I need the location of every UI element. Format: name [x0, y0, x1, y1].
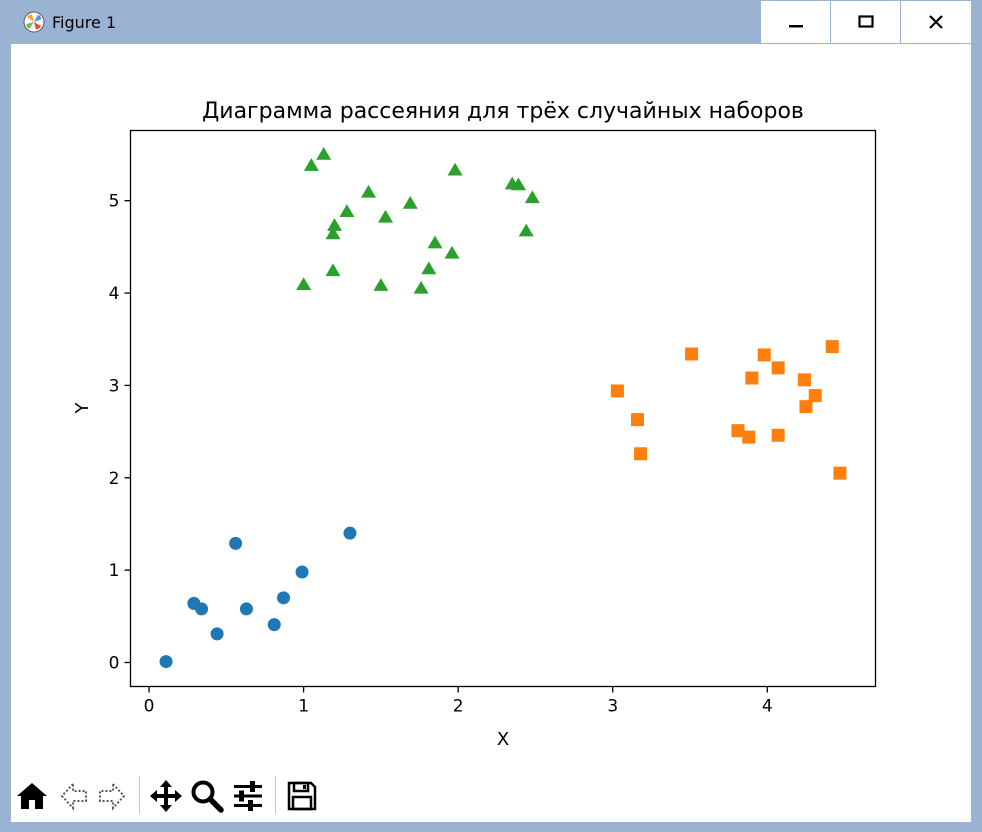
scatter-point-series-2 [757, 348, 771, 362]
x-axis-label: X [497, 729, 509, 750]
configure-subplots-icon [234, 781, 262, 811]
scatter-point-series-2 [771, 361, 785, 375]
scatter-point-series-1 [267, 618, 281, 632]
toolbar-separator [275, 776, 276, 814]
scatter-point-series-3 [303, 158, 319, 171]
scatter-point-series-2 [745, 371, 759, 385]
scatter-point-series-3 [378, 209, 394, 223]
navigation-toolbar [11, 770, 971, 820]
y-tick-label: 1 [109, 561, 120, 581]
minimize-button[interactable] [761, 1, 830, 43]
scatter-point-series-2 [797, 373, 811, 387]
scatter-point-series-3 [325, 263, 341, 277]
scatter-point-series-1 [229, 536, 243, 550]
home-icon [17, 783, 47, 809]
scatter-point-series-2 [808, 389, 822, 403]
scatter-point-series-2 [610, 384, 624, 398]
window-title: Figure 1 [52, 13, 117, 32]
zoom-icon [191, 780, 224, 813]
scatter-point-series-2 [634, 447, 648, 461]
matplotlib-logo-icon [23, 11, 45, 33]
zoom-button[interactable] [189, 778, 225, 814]
scatter-point-series-3 [339, 204, 355, 218]
back-arrow-icon [60, 781, 87, 811]
scatter-point-series-1 [239, 602, 253, 616]
y-tick-label: 0 [109, 653, 120, 673]
scatter-point-series-2 [742, 430, 756, 444]
scatter-point-series-2 [825, 340, 839, 354]
y-axis-label: Y [72, 402, 93, 415]
forward-arrow-icon [99, 781, 126, 811]
pan-icon [150, 780, 182, 812]
home-button[interactable] [14, 778, 50, 814]
y-tick-label: 5 [109, 192, 120, 212]
scatter-point-series-3 [327, 218, 343, 231]
y-tick-label: 3 [109, 376, 120, 396]
minimize-icon [788, 25, 803, 28]
forward-button[interactable] [94, 778, 130, 814]
scatter-point-series-3 [444, 245, 460, 259]
close-button[interactable] [901, 1, 971, 43]
x-tick-label: 0 [144, 697, 155, 717]
title-bar[interactable]: Figure 1 [0, 0, 982, 44]
scatter-point-series-1 [277, 591, 291, 605]
x-tick-label: 4 [762, 697, 773, 717]
scatter-point-series-3 [316, 147, 332, 160]
scatter-point-series-1 [295, 565, 309, 579]
scatter-point-series-1 [210, 627, 224, 641]
scatter-point-series-3 [413, 280, 429, 294]
scatter-point-series-3 [361, 184, 377, 198]
configure-subplots-button[interactable] [230, 778, 266, 814]
scatter-point-series-2 [771, 428, 785, 442]
scatter-point-series-1 [343, 526, 357, 540]
y-tick-label: 2 [109, 469, 120, 489]
scatter-point-series-3 [427, 235, 443, 249]
scatter-point-series-3 [373, 278, 389, 291]
scatter-point-series-3 [518, 223, 534, 237]
scatter-point-series-2 [731, 424, 745, 438]
maximize-icon [857, 15, 874, 28]
scatter-point-series-3 [510, 177, 526, 191]
toolbar-separator [139, 776, 140, 814]
scatter-point-series-2 [799, 400, 813, 414]
save-icon [287, 781, 317, 811]
scatter-point-series-2 [685, 347, 699, 361]
scatter-point-series-3 [402, 195, 418, 209]
window-bottom-border [0, 822, 982, 832]
pan-button[interactable] [148, 778, 184, 814]
scatter-point-series-3 [421, 261, 437, 275]
x-tick-label: 3 [607, 697, 618, 717]
scatter-point-series-1 [195, 602, 209, 616]
scatter-point-series-3 [447, 162, 463, 176]
scatter-chart[interactable]: Диаграмма рассеяния для трёх случайных н… [11, 44, 971, 770]
save-button[interactable] [284, 778, 320, 814]
scatter-point-series-2 [833, 466, 847, 480]
x-tick-label: 2 [453, 697, 464, 717]
chart-title: Диаграмма рассеяния для трёх случайных н… [202, 99, 804, 124]
back-button[interactable] [56, 778, 92, 814]
maximize-button[interactable] [831, 1, 900, 43]
y-tick-label: 4 [109, 284, 120, 304]
close-icon [929, 15, 943, 29]
scatter-point-series-1 [159, 655, 173, 669]
scatter-point-series-3 [325, 226, 341, 240]
scatter-point-series-2 [630, 413, 644, 427]
scatter-point-series-3 [524, 190, 540, 204]
figure-canvas-area: Диаграмма рассеяния для трёх случайных н… [11, 44, 971, 822]
plot-area-frame [129, 129, 877, 688]
x-tick-label: 1 [298, 697, 309, 717]
scatter-point-series-3 [296, 277, 312, 290]
